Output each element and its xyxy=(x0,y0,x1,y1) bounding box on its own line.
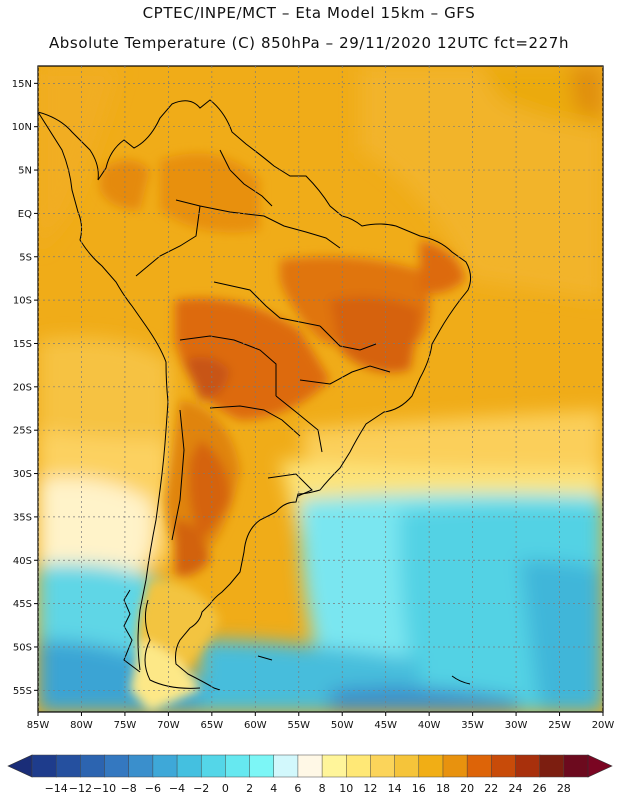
colorbar-bin xyxy=(515,754,541,778)
lat-label: 15S xyxy=(13,339,32,350)
temperature-field xyxy=(38,66,603,712)
colorbar-bin xyxy=(80,754,106,778)
colorbar-labels: −14 −12 −10 −8 −6 −4 −2 0 2 4 6 8 10 12 14 16 18 20 22 24 26… xyxy=(45,782,571,795)
lon-label: 45W xyxy=(374,720,397,731)
colorbar-bin xyxy=(321,754,347,778)
colorbar-bin xyxy=(249,754,275,778)
lon-label: 85W xyxy=(27,720,50,731)
colorbar-bin xyxy=(176,754,202,778)
lon-label: 75W xyxy=(114,720,137,731)
lat-label: 40S xyxy=(13,556,32,567)
lon-label: 25W xyxy=(548,720,571,731)
colorbar-label: −6 xyxy=(145,782,161,795)
colorbar-bin xyxy=(370,754,396,778)
lat-label: 10N xyxy=(12,122,32,133)
colorbar-bin xyxy=(539,754,565,778)
lon-label: 80W xyxy=(70,720,93,731)
colorbar-label: 16 xyxy=(412,782,426,795)
colorbar-label: 14 xyxy=(388,782,402,795)
lon-label: 65W xyxy=(201,720,224,731)
colorbar-bin xyxy=(563,754,589,778)
colorbar-label: 24 xyxy=(508,782,522,795)
colorbar-label: 4 xyxy=(270,782,277,795)
colorbar-label: 0 xyxy=(222,782,229,795)
colorbar-over-triangle xyxy=(587,754,613,778)
colorbar-bin xyxy=(466,754,492,778)
colorbar-bin xyxy=(346,754,372,778)
lat-label: 10S xyxy=(13,296,32,307)
colorbar-bin xyxy=(394,754,420,778)
colorbar-label: −4 xyxy=(169,782,185,795)
lat-label: 30S xyxy=(13,469,32,480)
colorbar-label: −8 xyxy=(121,782,137,795)
lat-label: 55S xyxy=(13,686,32,697)
lat-label: EQ xyxy=(18,209,32,220)
lat-label: 25S xyxy=(13,426,32,437)
lon-label: 55W xyxy=(287,720,310,731)
map-title: CPTEC/INPE/MCT – Eta Model 15km – GFS xyxy=(142,4,476,22)
lat-label: 5S xyxy=(19,252,32,263)
lon-label: 50W xyxy=(331,720,354,731)
lat-label: 15N xyxy=(12,79,32,90)
colorbar-bin xyxy=(418,754,444,778)
longitude-labels: 85W 80W 75W 70W 65W 60W 55W 50W 45W 40W 35W 30W 25W 2… xyxy=(27,712,615,731)
map-subtitle: Absolute Temperature (C) 850hPa – 29/11/… xyxy=(48,34,570,52)
colorbar-label: −10 xyxy=(93,782,116,795)
colorbar-label: 28 xyxy=(557,782,571,795)
colorbar-bin xyxy=(55,754,81,778)
colorbar-bin xyxy=(31,754,57,778)
colorbar-label: 2 xyxy=(246,782,253,795)
lon-label: 35W xyxy=(461,720,484,731)
colorbar-bin xyxy=(152,754,178,778)
colorbar-label: 22 xyxy=(484,782,498,795)
colorbar-bin xyxy=(225,754,251,778)
map-frame xyxy=(37,65,604,713)
lon-label: 40W xyxy=(418,720,441,731)
colorbar-label: −12 xyxy=(69,782,92,795)
colorbar-label: 12 xyxy=(363,782,377,795)
lat-label: 50S xyxy=(13,642,32,653)
colorbar-bin xyxy=(200,754,227,778)
coastlines xyxy=(38,99,472,691)
colorbar-bin xyxy=(104,754,130,778)
colorbar-bin xyxy=(297,754,323,778)
lat-label: 20S xyxy=(13,382,32,393)
colorbar-label: 8 xyxy=(319,782,326,795)
lat-label: 35S xyxy=(13,512,32,523)
colorbar-bin xyxy=(491,754,517,778)
colorbar-label: 26 xyxy=(533,782,547,795)
colorbar-label: −14 xyxy=(45,782,68,795)
lon-label: 60W xyxy=(244,720,267,731)
colorbar-bin xyxy=(128,754,154,778)
colorbar-label: 10 xyxy=(339,782,353,795)
lat-label: 5N xyxy=(18,166,32,177)
colorbar-label: 20 xyxy=(460,782,474,795)
lon-label: 20W xyxy=(592,720,615,731)
colorbar-bin xyxy=(273,754,299,778)
colorbar-under-triangle xyxy=(7,754,33,778)
lon-label: 70W xyxy=(157,720,180,731)
lat-label: 45S xyxy=(13,599,32,610)
graticule xyxy=(38,66,603,712)
lon-label: 30W xyxy=(505,720,528,731)
latitude-labels: 15N 10N 5N EQ 5S 10S 15S 20S 25S 30S 35S 40S 45S 50S 5… xyxy=(12,79,38,697)
colorbar-label: 6 xyxy=(294,782,301,795)
colorbar-label: −2 xyxy=(193,782,209,795)
colorbar xyxy=(7,754,613,778)
colorbar-label: 18 xyxy=(436,782,450,795)
colorbar-bin xyxy=(442,754,468,778)
